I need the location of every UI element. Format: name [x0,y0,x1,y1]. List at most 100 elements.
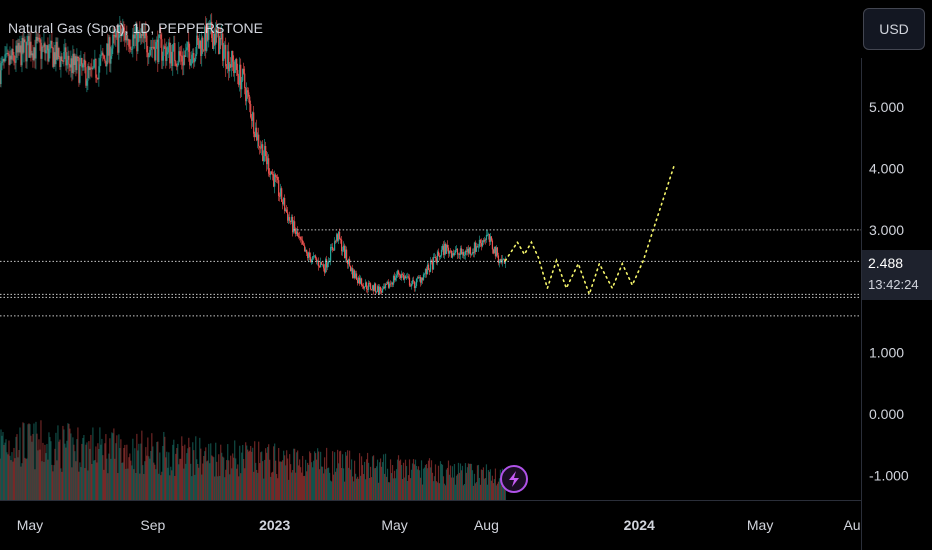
candle-body [376,286,379,292]
volume-bar [95,446,97,500]
candle-body [0,63,2,85]
candle-body [141,33,143,36]
volume-bar [182,445,184,500]
symbol-title[interactable]: Natural Gas (Spot), 1D, PEPPERSTONE [8,20,263,36]
volume-bar [151,433,153,500]
candle-body [334,241,336,251]
volume-bar [145,447,147,500]
candle-body [462,252,465,256]
candle-body [322,264,324,266]
candle-body [282,201,284,205]
lightning-icon[interactable] [500,465,528,493]
volume-bar [259,463,261,500]
candle-body [237,70,239,76]
volume-bar [502,484,505,500]
volume-bar [122,462,124,500]
volume-bar [484,478,487,500]
candle-body [57,48,59,60]
candle-body [91,67,93,69]
candle-body [184,55,186,57]
candle-body [63,51,65,62]
candle-body [156,39,158,43]
volume-bar [13,447,15,500]
volume-bar [387,482,390,500]
volume-bar [403,477,406,500]
candle-body [134,34,136,39]
candle-body [183,55,185,66]
volume-bar [478,477,481,500]
volume-bar [440,463,443,500]
candle-body [97,78,99,80]
volume-bar [439,461,442,500]
candle-body [213,33,215,49]
candle-body [116,30,118,32]
volume-bar [137,450,139,500]
candle-body [328,260,330,264]
candle-body [425,268,428,275]
volume-bar [381,462,384,500]
candle-body [14,61,16,63]
candle-body [228,51,230,72]
candle-body [447,247,450,254]
candle-body [211,21,213,39]
volume-bar [231,468,233,500]
volume-bar [29,424,31,500]
volume-bar [341,468,343,500]
volume-bar [172,444,174,500]
volume-bar [449,465,452,500]
volume-bar [165,457,167,500]
candle-body [81,57,83,68]
candle-body [478,239,481,247]
candle-body [288,217,290,221]
volume-bar [277,478,279,500]
candle-body [346,260,349,265]
volume-bar [493,479,496,500]
candle-body [403,276,406,280]
volume-bar [92,427,94,500]
candle-body [199,40,201,49]
candle-body [381,288,384,293]
candle-body [128,39,130,47]
volume-bar [254,441,256,500]
x-tick-label: May [747,517,773,533]
candle-body [129,46,131,49]
candle-body [295,228,297,234]
volume-bar [248,451,250,500]
candle-body [491,240,494,250]
candle-body [455,248,458,251]
candle-body [370,289,373,290]
volume-bar [75,461,77,500]
volume-bar [149,458,151,500]
candle-body [109,37,111,64]
volume-bar [22,422,24,500]
candle-body [470,253,473,255]
candle-body [20,45,22,66]
currency-button[interactable]: USD [863,8,925,50]
volume-bar [354,473,357,500]
time-axis[interactable]: May Sep 2023 May Aug 2024 May Au [17,517,861,533]
candle-body [28,36,30,58]
volume-bar [273,446,275,500]
candle-body [36,36,38,41]
candle-body [366,289,369,290]
volume-bar [489,469,492,500]
volume-bar [143,473,145,500]
volume-bar [108,453,110,500]
volume-bar [186,453,188,500]
volume-bar [191,476,193,500]
candle-body [387,281,390,288]
candle-body [364,282,367,287]
volume-bar [262,461,264,500]
candle-body [454,250,457,253]
volume-bar [39,449,41,500]
candle-body [3,59,5,62]
candle-body [330,247,332,261]
candle-body [450,250,453,258]
candle-body [123,27,125,31]
volume-bar [203,455,205,500]
candle-body [294,221,296,229]
volume-bar [103,469,105,500]
volume-bar [282,460,284,500]
candle-body [133,34,135,39]
